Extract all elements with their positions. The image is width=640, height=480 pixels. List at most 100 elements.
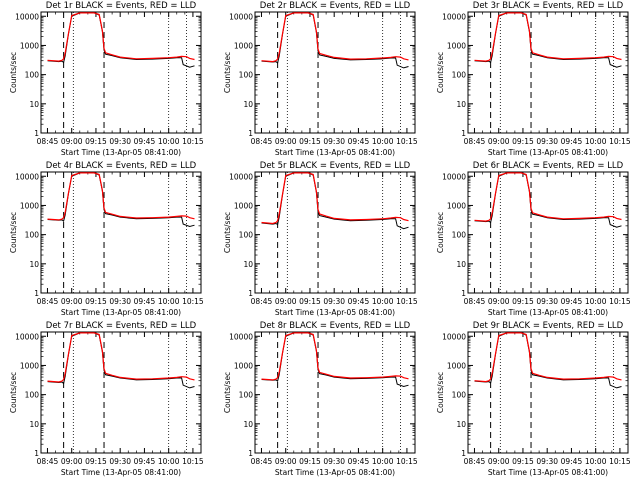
x-tick-label: 10:00 xyxy=(158,457,180,466)
x-axis-label: Start Time (13-Apr-05 08:41:00) xyxy=(61,468,181,477)
x-tick-label: 09:15 xyxy=(85,457,107,466)
panel-title: Det 3r BLACK = Events, RED = LLD xyxy=(473,1,624,11)
y-tick-label: 10 xyxy=(456,100,466,109)
y-tick-label: 1 xyxy=(34,129,39,138)
x-tick-label: 10:00 xyxy=(158,297,180,306)
x-tick-label: 09:45 xyxy=(348,137,370,146)
panel-title: Det 8r BLACK = Events, RED = LLD xyxy=(260,321,411,331)
events-line xyxy=(47,332,195,389)
events-line xyxy=(261,12,409,69)
x-tick-label: 09:45 xyxy=(134,137,156,146)
y-tick-label: 10 xyxy=(29,260,39,269)
y-tick-label: 10 xyxy=(456,420,466,429)
events-line xyxy=(261,332,409,388)
plot-frame xyxy=(40,171,202,294)
x-tick-label: 10:15 xyxy=(609,457,631,466)
y-tick-label: 10000 xyxy=(15,332,39,341)
x-tick-label: 09:15 xyxy=(299,297,321,306)
x-tick-label: 10:15 xyxy=(396,297,418,306)
x-tick-label: 08:45 xyxy=(37,297,59,306)
x-axis-label: Start Time (13-Apr-05 08:41:00) xyxy=(275,468,395,477)
x-tick-label: 09:00 xyxy=(488,457,510,466)
y-tick-label: 10 xyxy=(29,100,39,109)
x-tick-label: 09:00 xyxy=(488,297,510,306)
y-tick-label: 1000 xyxy=(447,361,466,370)
y-tick-label: 10 xyxy=(456,260,466,269)
y-tick-label: 1000 xyxy=(447,41,466,50)
detector-panel-2: Det 2r BLACK = Events, RED = LLD 1 10 100 10… xyxy=(223,1,418,157)
panel-title: Det 2r BLACK = Events, RED = LLD xyxy=(260,1,411,11)
y-axis-label: Counts/sec xyxy=(436,52,445,93)
lld-line xyxy=(261,332,409,381)
y-tick-label: 1 xyxy=(461,129,466,138)
x-tick-label: 09:30 xyxy=(536,137,558,146)
lld-line xyxy=(474,172,622,222)
x-tick-label: 08:45 xyxy=(37,457,59,466)
events-line xyxy=(261,172,409,230)
x-tick-label: 09:00 xyxy=(61,137,83,146)
x-tick-label: 10:15 xyxy=(396,137,418,146)
x-tick-label: 09:00 xyxy=(61,297,83,306)
x-tick-label: 09:15 xyxy=(512,137,534,146)
y-tick-label: 10000 xyxy=(15,12,39,21)
x-tick-label: 09:30 xyxy=(323,137,345,146)
y-tick-label: 100 xyxy=(25,71,40,80)
y-axis-label: Counts/sec xyxy=(436,212,445,253)
x-tick-label: 09:00 xyxy=(275,457,297,466)
x-tick-label: 09:45 xyxy=(348,457,370,466)
x-axis-label: Start Time (13-Apr-05 08:41:00) xyxy=(275,148,395,157)
y-tick-label: 1000 xyxy=(234,41,253,50)
y-tick-label: 1000 xyxy=(234,361,253,370)
y-axis-label: Counts/sec xyxy=(9,212,18,253)
y-tick-label: 1000 xyxy=(447,201,466,210)
x-tick-label: 09:45 xyxy=(348,297,370,306)
x-tick-label: 09:30 xyxy=(109,457,131,466)
x-tick-label: 08:45 xyxy=(251,457,273,466)
x-tick-label: 09:45 xyxy=(561,137,583,146)
lld-line xyxy=(474,12,622,62)
x-tick-label: 10:15 xyxy=(396,457,418,466)
x-tick-label: 09:30 xyxy=(109,137,131,146)
detector-panel-4: Det 4r BLACK = Events, RED = LLD 1 10 100 10… xyxy=(9,161,204,317)
x-tick-label: 09:45 xyxy=(561,457,583,466)
y-tick-label: 10000 xyxy=(15,172,39,181)
panel-title: Det 7r BLACK = Events, RED = LLD xyxy=(46,321,197,331)
x-tick-label: 10:15 xyxy=(609,137,631,146)
y-tick-label: 100 xyxy=(452,391,467,400)
y-tick-label: 10000 xyxy=(442,172,466,181)
x-tick-label: 09:15 xyxy=(299,457,321,466)
y-tick-label: 100 xyxy=(452,71,467,80)
x-tick-label: 10:15 xyxy=(182,457,204,466)
x-tick-label: 09:30 xyxy=(323,297,345,306)
x-tick-label: 10:00 xyxy=(372,457,394,466)
y-tick-label: 10000 xyxy=(442,332,466,341)
detector-panel-8: Det 8r BLACK = Events, RED = LLD 1 10 100 10… xyxy=(223,321,418,477)
lld-line xyxy=(47,332,195,383)
x-tick-label: 10:00 xyxy=(585,297,607,306)
plot-frame xyxy=(254,331,416,454)
y-tick-label: 10 xyxy=(29,420,39,429)
y-tick-label: 1000 xyxy=(20,361,39,370)
y-tick-label: 100 xyxy=(239,231,254,240)
plot-frame xyxy=(40,331,202,454)
events-line xyxy=(47,12,195,68)
y-axis-label: Counts/sec xyxy=(223,212,232,253)
x-tick-label: 10:00 xyxy=(372,297,394,306)
y-tick-label: 1000 xyxy=(20,41,39,50)
x-tick-label: 09:30 xyxy=(109,297,131,306)
y-tick-label: 100 xyxy=(239,391,254,400)
x-tick-label: 09:30 xyxy=(536,297,558,306)
y-tick-label: 1 xyxy=(34,289,39,298)
x-tick-label: 09:15 xyxy=(512,457,534,466)
x-tick-label: 10:15 xyxy=(182,297,204,306)
x-tick-label: 09:30 xyxy=(323,457,345,466)
x-axis-label: Start Time (13-Apr-05 08:41:00) xyxy=(275,308,395,317)
lld-line xyxy=(474,332,622,383)
panel-title: Det 6r BLACK = Events, RED = LLD xyxy=(473,161,624,171)
x-tick-label: 09:00 xyxy=(488,137,510,146)
y-tick-label: 100 xyxy=(239,71,254,80)
detector-panel-6: Det 6r BLACK = Events, RED = LLD 1 10 100 10… xyxy=(436,161,631,317)
detector-panel-7: Det 7r BLACK = Events, RED = LLD 1 10 100 10… xyxy=(9,321,204,477)
panel-title: Det 4r BLACK = Events, RED = LLD xyxy=(46,161,197,171)
